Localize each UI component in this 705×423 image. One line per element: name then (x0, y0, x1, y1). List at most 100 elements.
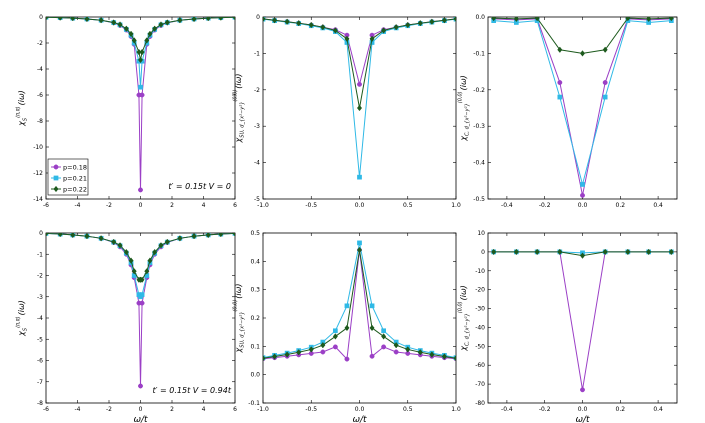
data-point-p=0.22 (557, 248, 563, 256)
data-point-p=0.22 (332, 27, 338, 34)
data-point-p=0.22 (557, 46, 563, 53)
data-point-p=0.22 (205, 17, 211, 22)
series-line-p=0.22 (493, 17, 672, 54)
x-tick-label: 0.4 (653, 406, 663, 413)
data-point-p=0.22 (177, 17, 183, 24)
data-point-p=0.22 (344, 35, 350, 43)
y-tick-label: -70 (475, 381, 485, 388)
x-tick-label: 4 (202, 202, 206, 209)
data-point-p=0.21 (333, 328, 338, 334)
data-point-p=0.22 (158, 242, 164, 249)
x-axis-label: ω/t (352, 415, 367, 423)
y-tick-label: -2 (37, 273, 43, 280)
x-tick-label: -0.2 (539, 406, 551, 413)
data-point-p=0.22 (232, 17, 235, 21)
series-group (491, 17, 674, 198)
data-point-p=0.22 (131, 37, 137, 44)
data-point-p=0.21 (381, 328, 386, 334)
y-tick-label: -0.3 (473, 123, 485, 130)
data-point-p=0.22 (441, 353, 447, 360)
x-tick-label: -6 (43, 202, 49, 209)
data-point-p=0.22 (46, 17, 49, 21)
x-tick-label: 0.5 (403, 202, 413, 209)
x-tick-label: 1.0 (451, 406, 461, 413)
data-point-p=0.22 (205, 233, 211, 239)
x-tick-label: 4 (202, 406, 206, 413)
data-point-p=0.22 (152, 248, 158, 256)
data-point-p=0.22 (417, 349, 423, 356)
data-point-p=0.22 (344, 324, 350, 332)
x-tick-label: -0.4 (501, 406, 513, 413)
y-axis-label: χS(π,π)(iω) (16, 90, 29, 127)
x-tick-label: 0.0 (355, 406, 365, 413)
x-tick-label: 6 (233, 406, 237, 413)
x-tick-label: -6 (43, 406, 49, 413)
y-tick-label: 0 (481, 249, 485, 256)
data-point-p=0.22 (144, 268, 150, 275)
data-point-p=0.22 (356, 104, 363, 112)
data-point-p=0.22 (70, 233, 76, 239)
x-axis-label: ω/t (133, 415, 148, 423)
data-point-p=0.22 (491, 248, 497, 256)
data-point-p=0.22 (417, 19, 423, 27)
x-tick-label: -1.0 (257, 202, 269, 209)
data-point-p=0.22 (139, 48, 145, 56)
y-tick-label: -30 (475, 306, 485, 313)
series-line-p=0.22 (46, 17, 235, 60)
series-line-p=0.21 (493, 20, 672, 187)
x-tick-label: 6 (233, 202, 237, 209)
x-tick-label: 0.2 (616, 202, 626, 209)
data-point-p=0.22 (602, 46, 608, 53)
y-tick-label: -0.1 (473, 50, 485, 57)
data-point-p=0.21 (357, 174, 362, 180)
y-tick-label: -10 (33, 144, 43, 151)
x-tick-label: -0.5 (305, 202, 317, 209)
y-tick-label: 0.3 (250, 287, 260, 294)
y-tick-label: -5 (37, 336, 43, 343)
data-point-p=0.22 (393, 341, 399, 349)
data-point-p=0.22 (164, 19, 170, 26)
data-point-p=0.22 (429, 18, 435, 25)
data-point-p=0.22 (70, 17, 76, 22)
x-tick-label: 0.4 (653, 202, 663, 209)
y-tick-label: -6 (37, 92, 43, 99)
y-tick-label: -4 (37, 66, 43, 73)
data-point-p=0.22 (296, 349, 302, 356)
y-tick-label: -2 (37, 40, 43, 47)
y-tick-label: -2 (254, 87, 260, 94)
data-point-p=0.22 (491, 17, 497, 22)
data-point-p=0.22 (128, 30, 134, 38)
x-tick-label: -0.4 (501, 202, 513, 209)
series-group (46, 233, 235, 389)
data-point-p=0.22 (381, 27, 387, 34)
series-line-p=0.22 (263, 18, 456, 109)
data-point-p=0.22 (218, 17, 224, 21)
data-point-p=0.18 (369, 353, 375, 359)
data-point-p=0.18 (580, 387, 585, 393)
data-point-p=0.22 (98, 17, 104, 24)
x-tick-label: 0.0 (578, 202, 588, 209)
y-tick-label: 0 (39, 14, 43, 21)
series-group (263, 17, 456, 180)
data-point-p=0.22 (369, 324, 375, 332)
data-point-p=0.22 (579, 252, 586, 259)
data-point-p=0.22 (320, 23, 326, 31)
x-tick-label: -2 (106, 202, 112, 209)
data-point-p=0.22 (111, 19, 117, 26)
y-tick-label: 0.4 (250, 258, 260, 265)
y-axis-label: χC, d_{x²−y²}(0,0)(iω) (458, 285, 471, 352)
x-tick-label: 0.0 (578, 406, 588, 413)
x-tick-label: -0.5 (305, 406, 317, 413)
y-tick-label: -14 (33, 196, 43, 203)
y-tick-label: 0.0 (475, 14, 485, 21)
y-tick-label: 0 (256, 14, 260, 21)
data-point-p=0.22 (57, 17, 63, 21)
data-point-p=0.18 (320, 349, 326, 355)
series-line-p=0.21 (263, 242, 456, 359)
y-tick-label: -40 (475, 324, 485, 331)
data-point-p=0.18 (138, 383, 143, 389)
series-line-p=0.22 (263, 249, 456, 359)
data-point-p=0.22 (191, 233, 197, 240)
chart-panel-top-left: -6 -4 -2 0 2 4 6 0 -2 -4 -6 -8 -10 -12 -14 χS(π,π)(iω) t… (16, 14, 238, 209)
series-group (46, 17, 235, 193)
